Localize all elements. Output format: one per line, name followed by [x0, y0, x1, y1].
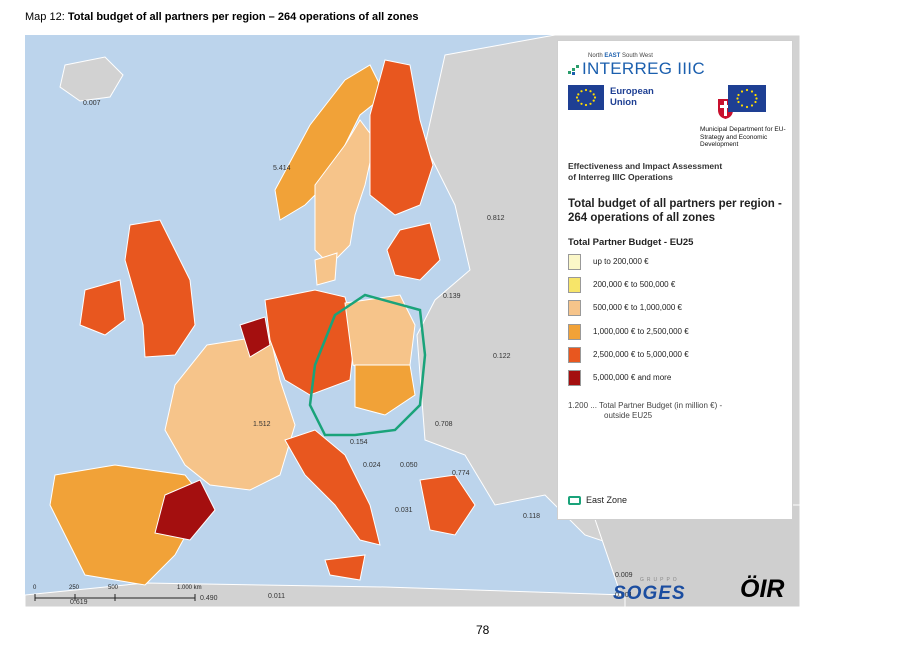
east-zone-outline [308, 293, 427, 437]
legend-label: 1,000,000 € to 2,500,000 € [593, 326, 689, 336]
france [164, 334, 296, 491]
map-value-label: 0.774 [452, 470, 470, 477]
scale-bar-ticks [34, 594, 196, 601]
map-value-label: 0.001 [615, 592, 633, 599]
outside-note-line-2: outside EU25 [604, 411, 653, 420]
scale-label-250: 250 [69, 585, 80, 591]
map-value-label: 0.812 [487, 215, 505, 222]
legend-swatch [568, 323, 581, 340]
interreg-tagline: North EAST South West [588, 53, 653, 59]
effectiveness-line-2: of Interreg IIIC Operations [568, 171, 673, 182]
ireland [79, 279, 126, 336]
page-title: Map 12: Total budget of all partners per… [25, 11, 418, 23]
map-value-label: 0.011 [268, 593, 285, 600]
scale-label-0: 0 [33, 585, 37, 591]
interreg-tagline-text: North EAST South West [588, 53, 653, 59]
baltic-states [386, 222, 441, 281]
map-value-label: 0.619 [70, 599, 88, 606]
eu-label: European Union [610, 86, 654, 108]
page-title-bold: Total budget of all partners per region … [67, 11, 419, 23]
map-value-label: 0.007 [83, 100, 101, 107]
effectiveness-label: Effectiveness and Impact Assessment of I… [568, 161, 722, 182]
map-value-label: 5.414 [273, 165, 291, 172]
legend-title: Total budget of all partners per region … [568, 198, 782, 224]
map-value-label: 0.009 [615, 572, 633, 579]
sicily [324, 554, 366, 581]
interreg-logo-text: INTERREG IIIC [582, 59, 705, 78]
scale-bar: 0 250 500 1.000 km [33, 585, 202, 607]
outside-eu25-note: 1.200 ... Total Partner Budget (in milli… [568, 401, 722, 421]
east-zone-swatch [568, 496, 581, 505]
legend-swatch [568, 346, 581, 363]
scale-label-1000: 1.000 km [177, 585, 202, 591]
scale-label-500: 500 [108, 585, 119, 591]
map-value-label: 0.031 [395, 507, 413, 514]
map-value-label: 0.490 [200, 595, 218, 602]
interreg-logo: INTERREG IIIC [568, 59, 705, 79]
effectiveness-line-1: Effectiveness and Impact Assessment [568, 161, 723, 171]
map-value-label: 0.050 [400, 462, 418, 469]
iceland [59, 56, 124, 102]
budget-heading: Total Partner Budget - EU25 [568, 237, 694, 248]
interreg-dots-icon [568, 64, 579, 75]
benelux [239, 316, 271, 358]
map-value-label: 0.118 [523, 513, 540, 520]
municipal-department-label: Municipal Department for EU-Strategy and… [700, 126, 786, 148]
soges-logo: SOGES [613, 583, 686, 604]
page-number: 78 [476, 623, 490, 637]
page-title-prefix: Map 12: [25, 11, 68, 23]
map-value-label: 0.154 [350, 439, 368, 446]
tagline-emphasis: EAST [604, 53, 621, 59]
map-value-label: 0.708 [435, 421, 453, 428]
great-britain [124, 219, 196, 358]
norway [274, 64, 386, 221]
legend-label: 200,000 € to 500,000 € [593, 280, 676, 290]
legend-swatch [568, 254, 581, 270]
soges-tagline: GRUPPO [640, 577, 680, 583]
eastern-spain-region [154, 479, 216, 541]
legend-label: 500,000 € to 1,000,000 € [593, 303, 682, 313]
map-value-label: 0.024 [363, 462, 381, 469]
germany [264, 289, 356, 396]
eu-flag-icon [568, 85, 604, 110]
greece [419, 474, 476, 536]
east-zone-label: East Zone [586, 495, 628, 505]
legend-swatch [568, 277, 581, 294]
outside-note-line-1: 1.200 ... Total Partner Budget (in milli… [568, 401, 723, 410]
map-value-label: 0.122 [493, 353, 511, 360]
map-value-label: 0.139 [443, 293, 461, 300]
map-value-label: 1.512 [253, 421, 271, 428]
oir-logo: ÖIR [740, 575, 785, 603]
eu-flag-small-icon [728, 85, 766, 112]
legend-label: up to 200,000 € [593, 257, 649, 266]
finland [369, 59, 434, 216]
legend-label: 2,500,000 € to 5,000,000 € [593, 349, 689, 359]
legend-swatch [568, 300, 581, 317]
italy [284, 429, 381, 546]
denmark [314, 252, 338, 286]
legend-label: 5,000,000 € and more [593, 372, 672, 382]
legend-panel: North EAST South West INTERREG IIIC Euro… [557, 40, 793, 520]
hungary-czech-region [354, 364, 416, 416]
legend-swatch [568, 369, 581, 386]
